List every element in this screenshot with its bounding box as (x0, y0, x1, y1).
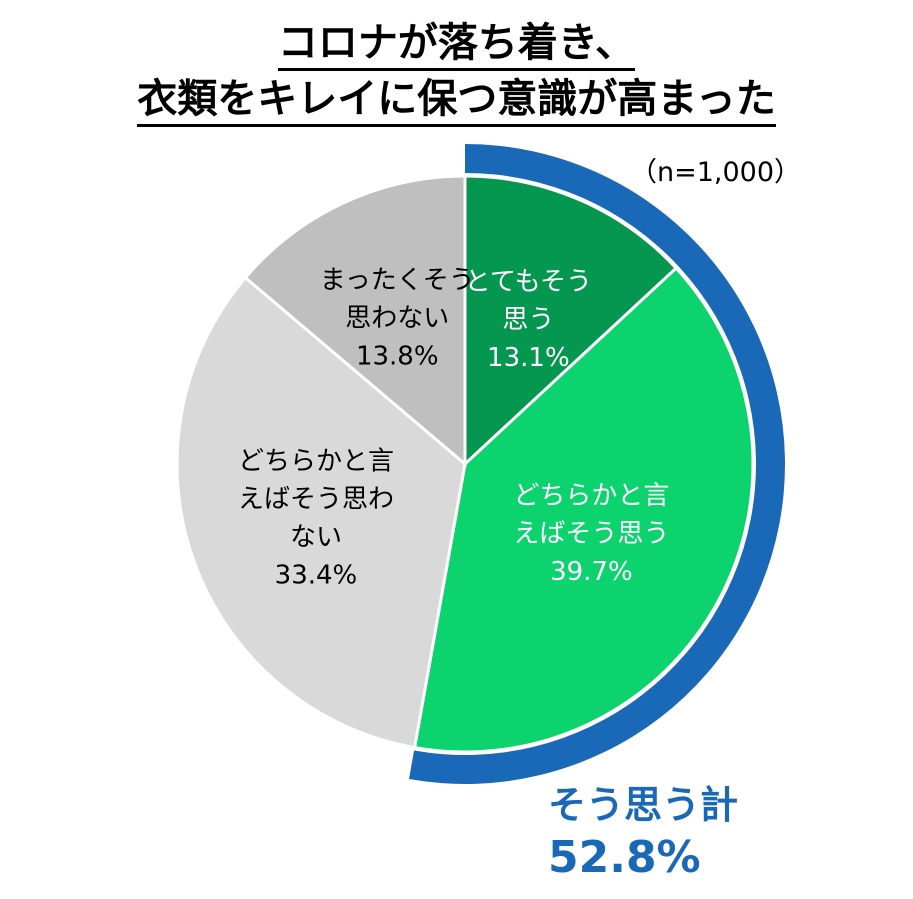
pie-slice-1 (463, 174, 679, 468)
pie-slice-4 (243, 174, 467, 468)
slice-label-1: とてもそう思う 13.1% (465, 267, 592, 373)
chart-title-line-1: コロナが落ち着き、 (0, 18, 913, 71)
slice-value-label: 13.1% (487, 343, 570, 373)
slice-category-label: どちらかと言 (513, 481, 669, 511)
slice-label-3: どちらかと言えばそう思わない 33.4% (238, 447, 394, 591)
sample-size-note: （n=1,000） (630, 157, 802, 188)
slice-category-label: 思う (502, 305, 554, 335)
slice-category-label: まったくそう (320, 266, 475, 296)
slice-category-label: 思わない (345, 304, 449, 334)
slice-label-2: どちらかと言えばそう思う 39.7% (513, 481, 669, 587)
slice-value-label: 39.7% (550, 557, 633, 587)
slice-category-label: どちらかと言 (238, 447, 394, 477)
total-agree-value: 52.8% (548, 832, 701, 883)
chart-title-line-2: 衣類をキレイに保つ意識が高まった (0, 74, 913, 127)
total-agree-label: そう思う計 (548, 783, 739, 827)
slice-value-label: 33.4% (275, 561, 358, 591)
slice-category-label: えばそう思う (513, 519, 669, 549)
pie-slice-2 (412, 266, 755, 754)
pie-slice-3 (175, 275, 467, 750)
slice-category-label: とてもそう (465, 267, 592, 297)
slice-label-4: まったくそう思わない 13.8% (320, 266, 475, 372)
slice-category-label: えばそう思わ (238, 485, 394, 515)
slice-value-label: 13.8% (356, 342, 439, 372)
total-agree-callout: そう思う計 52.8% (548, 780, 738, 886)
slice-category-label: ない (290, 523, 342, 553)
